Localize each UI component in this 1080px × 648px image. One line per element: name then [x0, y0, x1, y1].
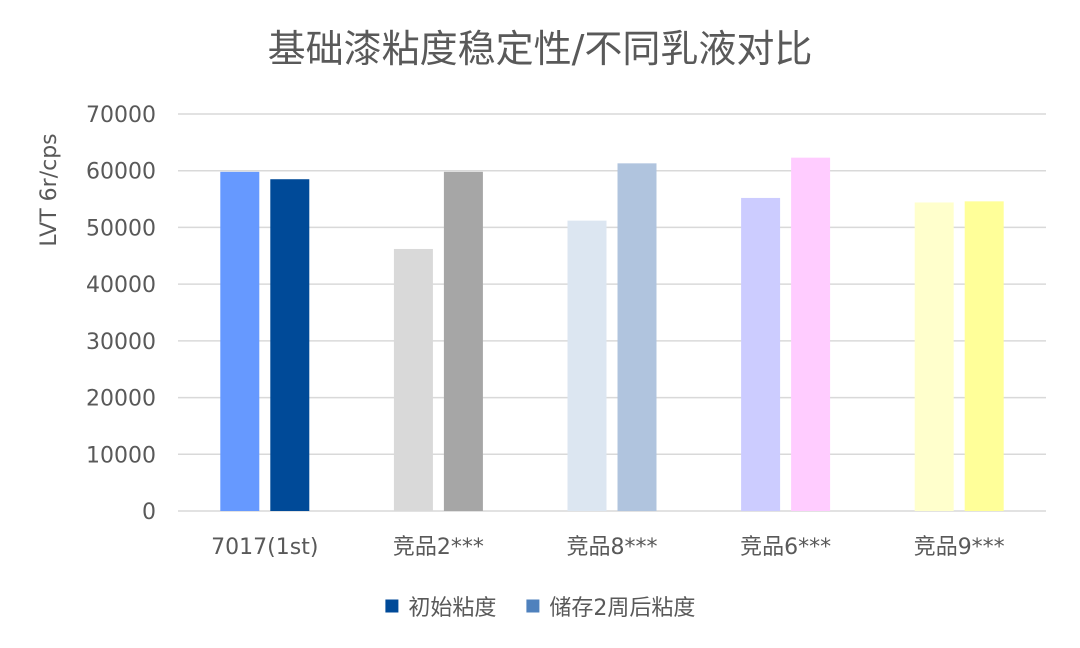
x-category-label: 竞品2***	[393, 535, 484, 560]
bar	[791, 157, 831, 512]
gridlines	[178, 113, 1046, 512]
bar	[220, 171, 260, 511]
x-axis-labels: 7017(1st) 竞品2*** 竞品8*** 竞品6*** 竞品9***	[211, 535, 1005, 560]
y-axis-ticks: 0 10000 20000 30000 40000 50000 60000 70000	[86, 103, 156, 525]
bar	[393, 248, 433, 512]
x-category-label: 竞品8***	[567, 535, 658, 560]
bar	[443, 171, 483, 511]
y-tick-label: 60000	[86, 160, 156, 185]
y-tick-label: 0	[142, 500, 156, 525]
legend-swatch	[526, 599, 540, 613]
x-category-label: 7017(1st)	[211, 535, 318, 560]
y-tick-label: 30000	[86, 330, 156, 355]
bar	[741, 197, 781, 512]
legend-label: 初始粘度	[408, 596, 496, 621]
y-tick-label: 40000	[86, 273, 156, 298]
y-tick-label: 50000	[86, 216, 156, 241]
legend-swatch	[385, 599, 399, 613]
bar	[270, 179, 310, 511]
y-tick-label: 20000	[86, 387, 156, 412]
y-tick-label: 70000	[86, 103, 156, 128]
x-category-label: 竞品6***	[740, 535, 831, 560]
bar	[617, 163, 657, 511]
chart-title: 基础漆粘度稳定性/不同乳液对比	[268, 27, 813, 71]
y-tick-label: 10000	[86, 443, 156, 468]
legend-label: 储存2周后粘度	[549, 596, 695, 621]
bars	[220, 157, 1004, 512]
bar	[964, 201, 1004, 511]
y-axis-label: LVT 6r/cps	[37, 133, 62, 246]
bar	[567, 220, 607, 511]
x-category-label: 竞品9***	[914, 535, 1005, 560]
bar	[914, 202, 954, 511]
legend: 初始粘度 储存2周后粘度	[385, 596, 695, 621]
